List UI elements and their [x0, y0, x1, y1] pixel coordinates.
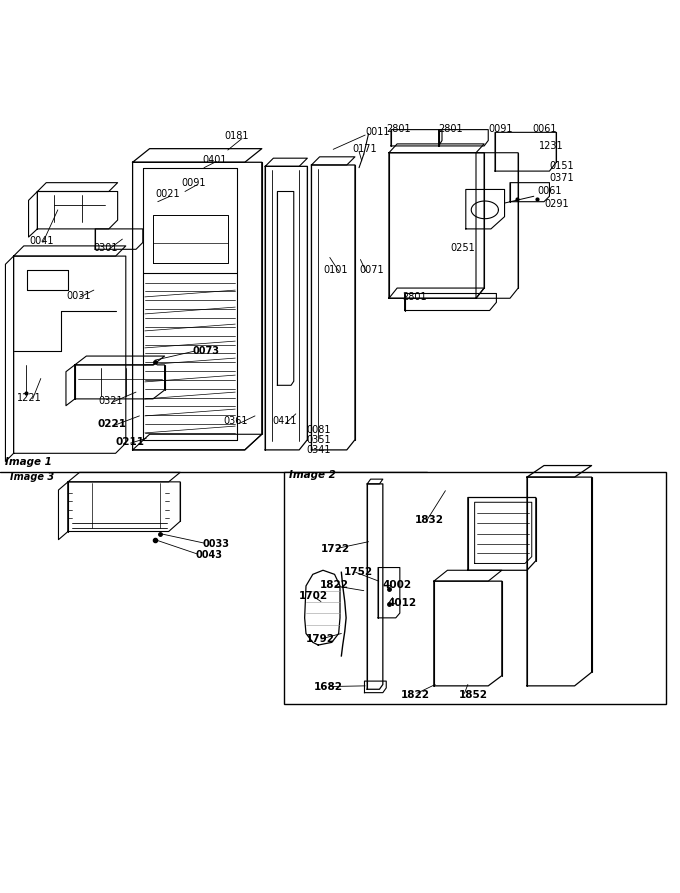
- Text: 1722: 1722: [321, 544, 350, 554]
- Text: 0011: 0011: [365, 128, 390, 138]
- Text: 0341: 0341: [306, 445, 330, 455]
- Text: 0371: 0371: [549, 173, 574, 183]
- Text: 0181: 0181: [224, 130, 249, 141]
- Text: 0171: 0171: [352, 145, 377, 154]
- Text: 2801: 2801: [439, 124, 463, 134]
- Text: 2801: 2801: [386, 124, 411, 134]
- Text: 0033: 0033: [203, 538, 230, 548]
- Text: 0251: 0251: [450, 243, 475, 253]
- Text: 0071: 0071: [359, 264, 384, 275]
- Text: 0401: 0401: [203, 154, 227, 164]
- Text: 0091: 0091: [182, 178, 206, 188]
- Text: Image 3: Image 3: [10, 472, 54, 482]
- Text: 0211: 0211: [116, 437, 145, 446]
- Text: 1682: 1682: [314, 681, 343, 691]
- Text: 2801: 2801: [403, 292, 427, 302]
- Text: 1792: 1792: [306, 634, 335, 644]
- Text: 1702: 1702: [299, 591, 328, 601]
- Text: 1822: 1822: [401, 689, 430, 700]
- Text: 0351: 0351: [306, 435, 330, 445]
- Text: 1832: 1832: [415, 515, 444, 525]
- Text: Image 1: Image 1: [5, 457, 52, 467]
- Text: 0301: 0301: [94, 243, 118, 253]
- Text: 0101: 0101: [324, 264, 348, 275]
- Text: 0221: 0221: [97, 419, 126, 429]
- Text: 1822: 1822: [320, 580, 349, 589]
- Text: 0061: 0061: [537, 187, 562, 196]
- Text: 0081: 0081: [306, 425, 330, 435]
- Text: 0411: 0411: [272, 416, 296, 426]
- Text: 0061: 0061: [532, 124, 557, 134]
- Text: 1852: 1852: [459, 689, 488, 700]
- Text: 0091: 0091: [488, 124, 513, 134]
- Text: 0043: 0043: [196, 549, 223, 560]
- Text: 4002: 4002: [383, 580, 412, 590]
- Text: 0321: 0321: [99, 396, 123, 406]
- Text: 0021: 0021: [155, 188, 180, 198]
- Text: 0073: 0073: [192, 346, 220, 355]
- Text: 0151: 0151: [549, 162, 574, 171]
- Text: 1231: 1231: [539, 141, 563, 151]
- Text: 1221: 1221: [17, 393, 41, 403]
- Text: 0031: 0031: [67, 290, 91, 301]
- Text: 0041: 0041: [29, 236, 54, 246]
- Text: 4012: 4012: [388, 598, 417, 608]
- Text: Image 2: Image 2: [289, 470, 336, 480]
- Text: 1752: 1752: [343, 567, 373, 577]
- Text: 0291: 0291: [544, 199, 568, 209]
- Bar: [284, 472, 666, 704]
- Text: 0361: 0361: [223, 416, 248, 426]
